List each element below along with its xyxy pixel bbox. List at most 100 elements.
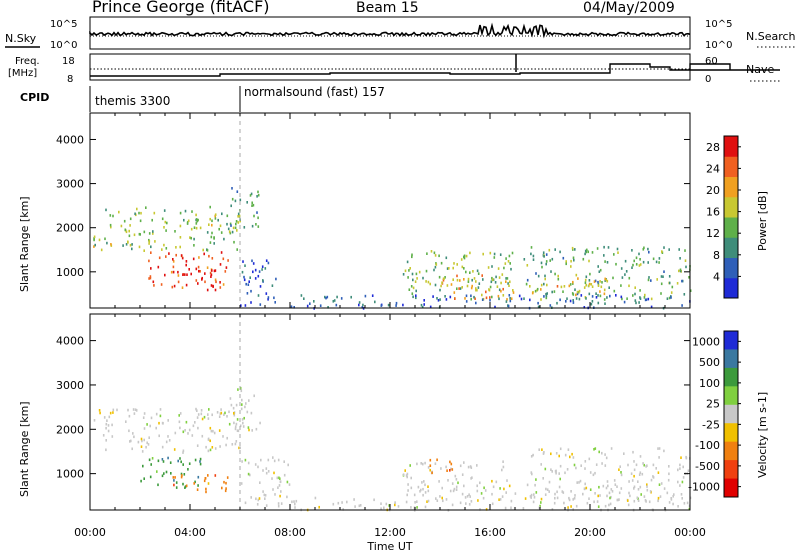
colorbar-swatch	[724, 277, 738, 299]
data-cell	[592, 473, 595, 477]
data-cell	[195, 407, 197, 411]
data-cell	[589, 272, 591, 276]
data-cell	[599, 294, 602, 298]
data-cell	[364, 294, 367, 298]
data-cell	[623, 300, 626, 304]
data-cell	[530, 493, 533, 497]
data-cell	[471, 476, 473, 479]
data-cell	[278, 484, 281, 487]
data-cell	[150, 416, 153, 420]
data-cell	[267, 298, 269, 301]
data-cell	[134, 212, 136, 216]
data-cell	[259, 285, 262, 288]
data-cell	[98, 409, 101, 412]
data-cell	[569, 455, 571, 459]
data-cell	[608, 491, 611, 495]
data-cell	[522, 507, 525, 510]
data-cell	[182, 482, 184, 486]
data-cell	[603, 254, 605, 257]
data-cell	[143, 477, 145, 480]
data-cell	[159, 414, 162, 418]
data-cell	[572, 456, 575, 459]
data-cell	[566, 468, 569, 471]
data-cell	[510, 506, 512, 510]
data-cell	[425, 269, 428, 273]
data-cell	[558, 472, 560, 475]
data-cell	[611, 490, 614, 493]
data-cell	[271, 284, 274, 287]
data-cell	[251, 204, 253, 207]
data-cell	[644, 293, 646, 297]
data-cell	[668, 275, 671, 278]
data-cell	[668, 281, 671, 285]
data-cell	[205, 487, 207, 491]
data-cell	[206, 249, 209, 252]
data-cell	[191, 210, 193, 213]
data-cell	[209, 426, 212, 430]
data-cell	[543, 295, 545, 298]
data-cell	[250, 301, 252, 304]
data-cell	[397, 505, 400, 508]
data-cell	[409, 464, 411, 467]
data-cell	[249, 276, 251, 279]
data-cell	[450, 283, 453, 286]
data-cell	[672, 495, 674, 498]
data-cell	[634, 292, 636, 296]
data-cell	[250, 192, 253, 196]
data-cell	[273, 471, 275, 475]
data-cell	[190, 272, 192, 276]
data-cell	[223, 413, 225, 416]
data-cell	[416, 506, 418, 509]
colorbar-tick-label: -100	[695, 439, 720, 452]
data-cell	[638, 301, 640, 304]
data-cell	[670, 498, 673, 501]
data-cell	[650, 305, 653, 309]
data-cell	[568, 496, 570, 500]
colorbar-swatch	[724, 478, 738, 498]
data-cell	[103, 416, 106, 419]
data-cell	[633, 485, 636, 489]
data-cell	[441, 281, 443, 284]
data-cell	[470, 297, 472, 301]
data-cell	[185, 484, 188, 488]
data-cell	[179, 412, 182, 415]
data-cell	[211, 219, 213, 223]
data-cell	[206, 231, 209, 234]
data-cell	[459, 279, 461, 282]
data-cell	[578, 481, 580, 484]
data-cell	[325, 296, 327, 300]
power-heatmap	[93, 113, 692, 310]
data-cell	[427, 466, 430, 469]
data-cell	[187, 432, 189, 435]
data-cell	[502, 460, 504, 463]
data-cell	[684, 259, 687, 262]
data-cell	[195, 213, 197, 217]
data-cell	[505, 300, 508, 303]
data-cell	[195, 222, 198, 225]
data-cell	[173, 284, 176, 288]
data-cell	[220, 408, 222, 411]
data-cell	[588, 292, 591, 296]
data-cell	[591, 295, 594, 298]
data-cell	[473, 277, 476, 280]
data-cell	[250, 289, 252, 293]
data-cell	[466, 284, 469, 288]
data-cell	[250, 496, 252, 499]
data-cell	[657, 499, 659, 503]
colorbar-tick-label: 24	[706, 162, 720, 175]
data-cell	[572, 498, 574, 501]
data-cell	[539, 504, 541, 508]
data-cell	[210, 275, 212, 278]
data-cell	[279, 477, 281, 480]
data-cell	[453, 291, 456, 294]
data-cell	[476, 288, 478, 292]
data-cell	[524, 497, 527, 500]
data-cell	[133, 435, 135, 439]
data-cell	[655, 260, 658, 264]
data-cell	[598, 485, 600, 489]
data-cell	[635, 301, 637, 305]
data-cell	[668, 472, 670, 476]
data-cell	[537, 274, 540, 278]
data-cell	[555, 471, 557, 475]
data-cell	[506, 277, 509, 280]
